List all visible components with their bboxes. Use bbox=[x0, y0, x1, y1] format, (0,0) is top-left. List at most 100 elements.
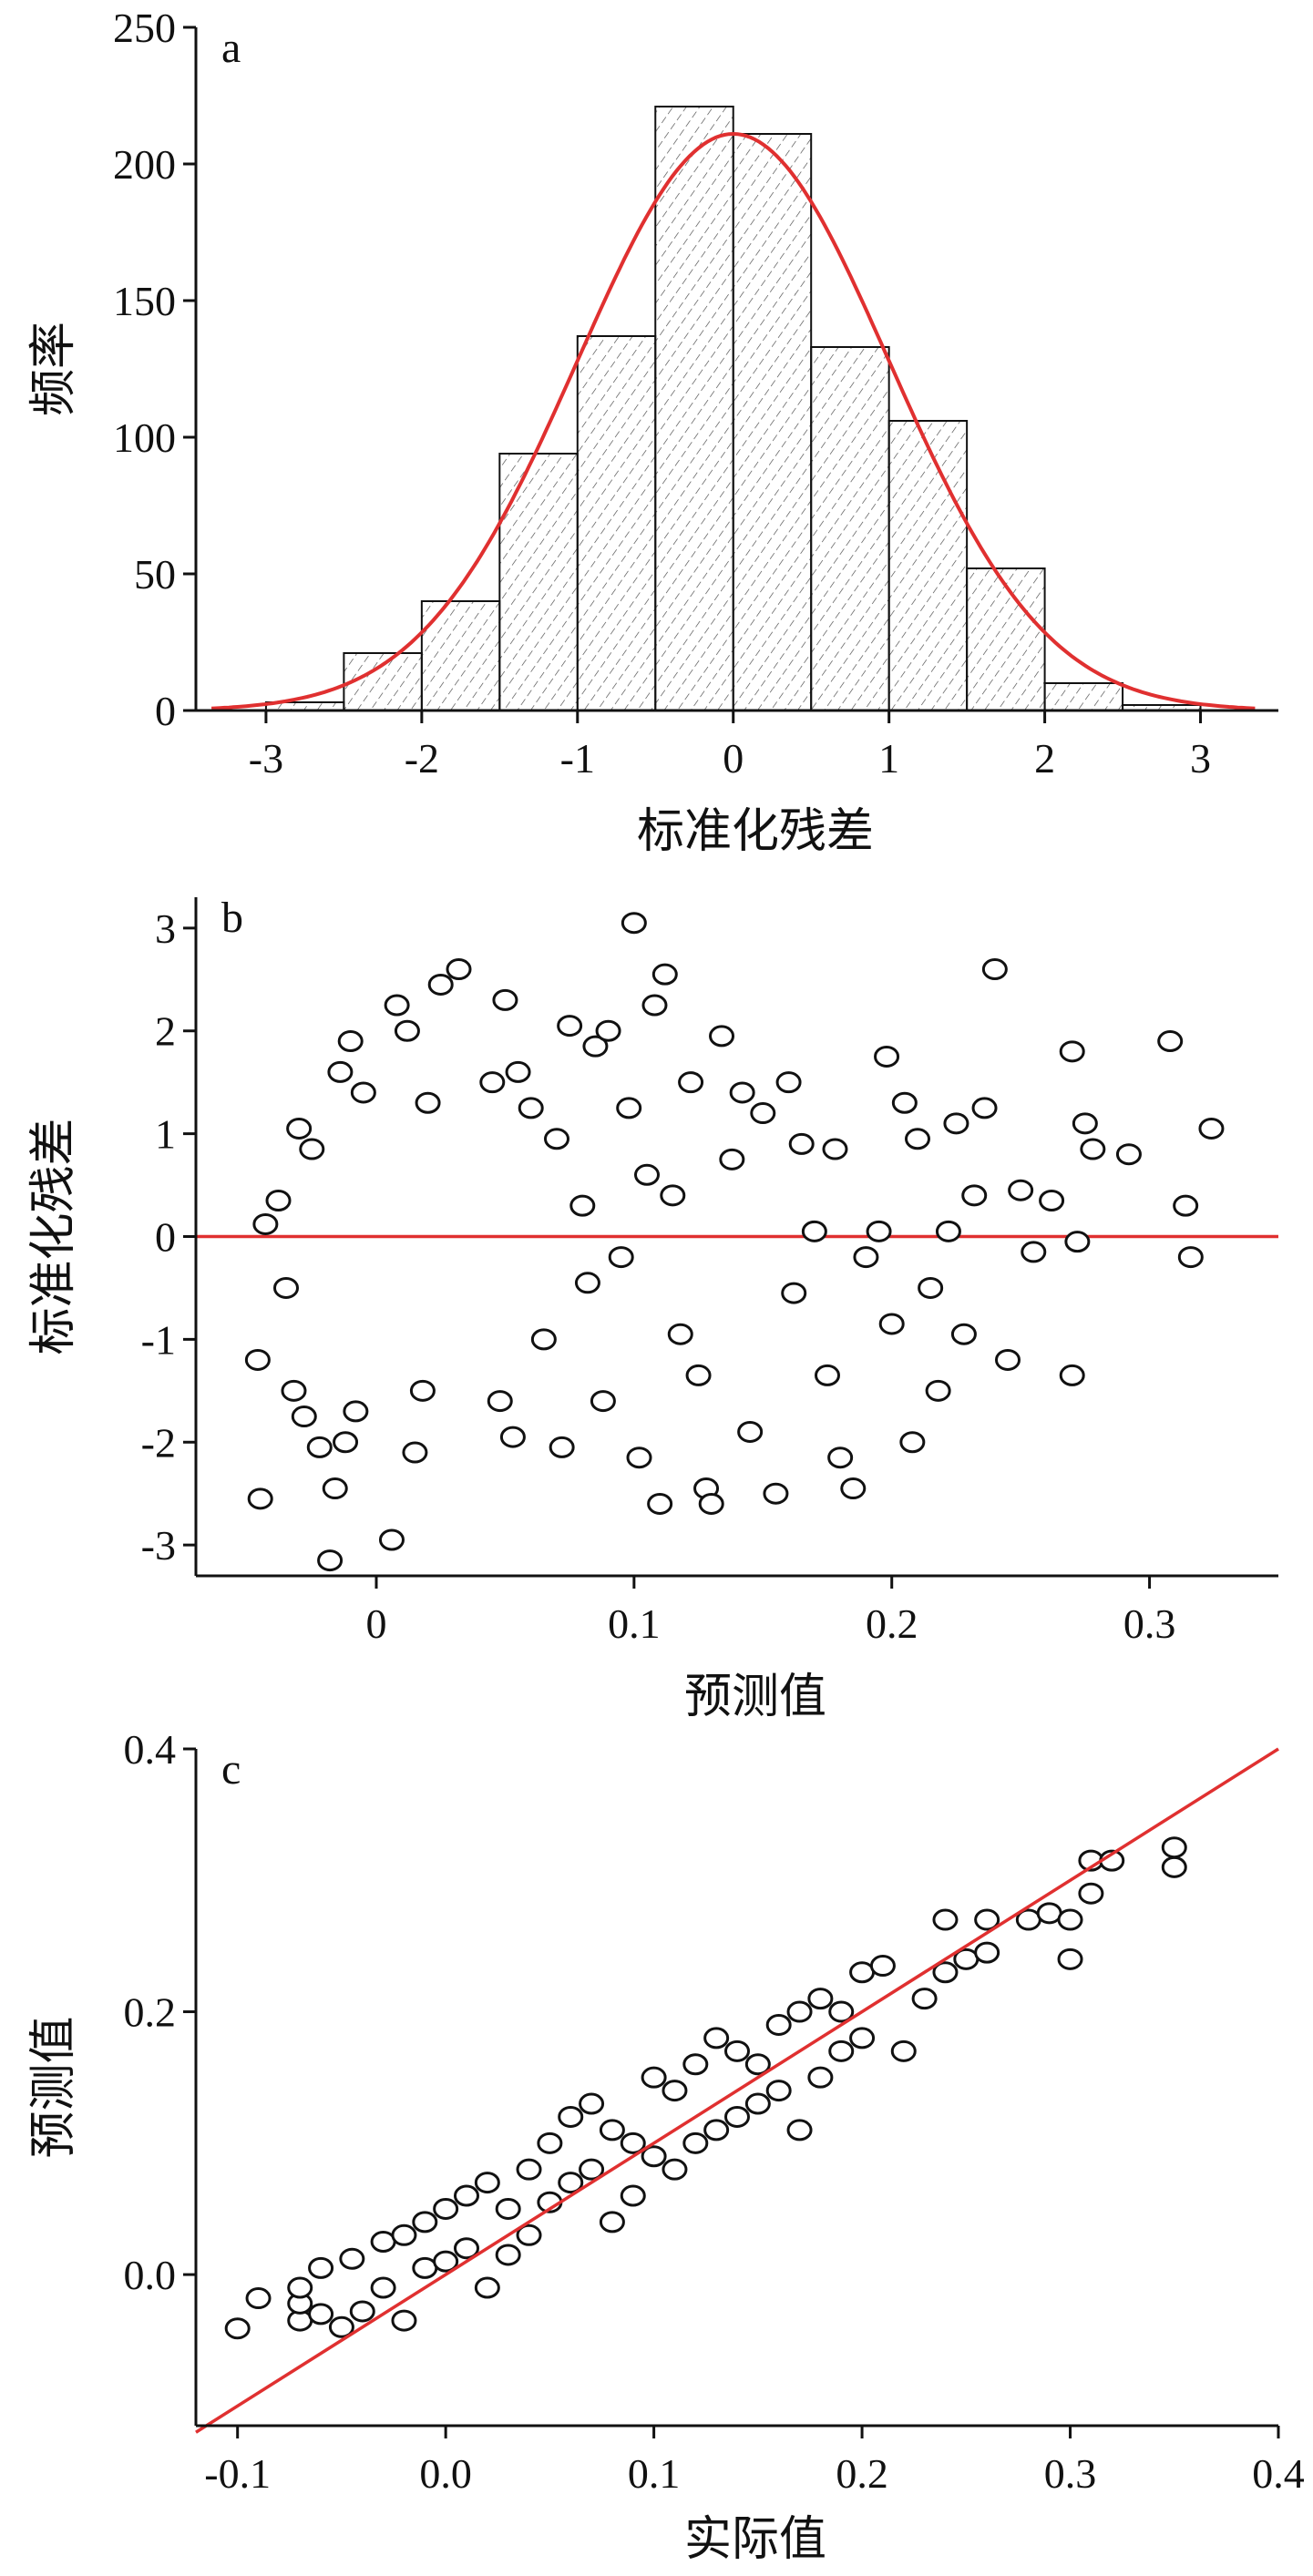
scatter-point bbox=[549, 1436, 575, 1458]
scatter-point bbox=[530, 1328, 557, 1351]
histogram-bar bbox=[1043, 682, 1124, 711]
scatter-point bbox=[454, 2237, 479, 2260]
scatter-point bbox=[878, 1313, 905, 1335]
scatter-point bbox=[621, 912, 647, 935]
scatter-point bbox=[827, 1446, 854, 1469]
scatter-point bbox=[620, 2184, 646, 2207]
scatter-point bbox=[807, 2066, 834, 2089]
scatter-point bbox=[961, 1184, 988, 1207]
scatter-point bbox=[1064, 1231, 1091, 1253]
scatter-point bbox=[370, 2276, 396, 2299]
y-tick-label: 3 bbox=[155, 905, 176, 952]
normal-curve bbox=[211, 131, 1256, 710]
scatter-point bbox=[595, 1019, 621, 1042]
scatter-point bbox=[474, 2276, 500, 2299]
scatter-point bbox=[394, 1019, 420, 1042]
scatter-point bbox=[1036, 1902, 1062, 1925]
scatter-point bbox=[599, 2119, 625, 2142]
scatter-point bbox=[317, 1549, 344, 1572]
histogram-bar bbox=[810, 346, 890, 711]
y-axis-title: 预测值 bbox=[28, 2016, 80, 2158]
scatter-point bbox=[765, 2080, 792, 2102]
y-tick-label: 0.4 bbox=[124, 1726, 177, 1773]
scatter-point bbox=[247, 1487, 273, 1510]
scatter-point bbox=[327, 1060, 354, 1083]
scatter-point bbox=[370, 2231, 396, 2254]
scatter-point bbox=[703, 2119, 730, 2142]
scatter-point bbox=[579, 2158, 605, 2181]
scatter-point bbox=[974, 1908, 1000, 1931]
scatter-point bbox=[537, 2131, 563, 2154]
x-tick-label: 0.3 bbox=[1044, 2450, 1097, 2497]
scatter-point bbox=[402, 1441, 428, 1464]
scatter-point bbox=[849, 2027, 876, 2050]
scatter-point bbox=[1057, 1908, 1083, 1931]
x-tick-label: 0.2 bbox=[866, 1600, 918, 1647]
scatter-point bbox=[849, 1961, 876, 1984]
panel-letter: a bbox=[221, 24, 241, 72]
scatter-point bbox=[1161, 1836, 1187, 1859]
scatter-point bbox=[869, 1955, 896, 1978]
y-tick-label: 200 bbox=[113, 141, 176, 188]
scatter-point bbox=[775, 1071, 802, 1094]
scatter-point bbox=[719, 1148, 745, 1170]
scatter-point bbox=[308, 2303, 334, 2326]
scatter-point bbox=[925, 1379, 951, 1402]
scatter-point bbox=[724, 2105, 750, 2128]
scatter-point bbox=[492, 988, 518, 1011]
x-tick-label: 0.2 bbox=[836, 2450, 888, 2497]
scatter-point bbox=[918, 1276, 944, 1299]
histogram-bar bbox=[732, 133, 813, 711]
scatter-point bbox=[801, 1220, 827, 1242]
y-tick-label: -1 bbox=[141, 1316, 176, 1363]
scatter-point bbox=[662, 2158, 688, 2181]
scatter-point bbox=[667, 1323, 693, 1345]
panel-letter: b bbox=[221, 894, 243, 942]
y-tick-label: 150 bbox=[113, 278, 176, 324]
panel-letter: c bbox=[221, 1745, 241, 1794]
scatter-point bbox=[765, 2013, 792, 2036]
scatter-point bbox=[378, 1528, 405, 1551]
scatter-point bbox=[590, 1390, 616, 1413]
scatter-point bbox=[682, 2131, 709, 2154]
x-tick-label: -0.1 bbox=[204, 2450, 271, 2497]
scatter-point bbox=[1072, 1112, 1098, 1135]
histogram-bar bbox=[966, 567, 1046, 711]
scatter-point bbox=[245, 2287, 272, 2310]
x-axis-title: 实际值 bbox=[684, 2514, 826, 2566]
scatter-point bbox=[328, 2315, 354, 2338]
scatter-point bbox=[641, 2066, 667, 2089]
scatter-point bbox=[786, 2119, 813, 2142]
panel-b-residual-scatter: 0 0.1 0.2 0.3 -3 -2 -1 0 1 2 3 b 预测值 标准化残差 bbox=[28, 894, 1278, 1723]
scatter-point bbox=[322, 1477, 348, 1500]
scatter-point bbox=[518, 1097, 544, 1119]
scatter-point bbox=[308, 2256, 334, 2279]
scatter-point bbox=[558, 2172, 584, 2194]
scatter-point bbox=[744, 2053, 771, 2076]
identity-reference-line bbox=[195, 1747, 1279, 2434]
scatter-point bbox=[1059, 1040, 1085, 1063]
scatter-point bbox=[495, 2244, 521, 2266]
scatter-point bbox=[786, 2000, 813, 2023]
x-tick-label: -3 bbox=[249, 735, 283, 782]
scatter-point bbox=[1078, 1882, 1104, 1905]
scatter-point bbox=[474, 2172, 500, 2194]
scatter-point bbox=[641, 994, 668, 1017]
scatter-point bbox=[299, 1138, 325, 1160]
x-tick-label: 0 bbox=[723, 735, 744, 782]
scatter-point bbox=[905, 1128, 930, 1150]
scatter-point bbox=[1115, 1143, 1142, 1166]
scatter-point bbox=[737, 1420, 764, 1443]
scatter-point bbox=[599, 2211, 625, 2234]
scatter-point bbox=[828, 2000, 855, 2023]
scatter-point bbox=[273, 1276, 299, 1299]
scatter-point bbox=[384, 994, 410, 1017]
scatter-point bbox=[1177, 1246, 1204, 1269]
x-tick-label: 3 bbox=[1190, 735, 1211, 782]
scatter-point bbox=[569, 1194, 596, 1217]
scatter-point bbox=[828, 2039, 855, 2062]
y-axis-title: 频率 bbox=[28, 322, 80, 416]
scatter-point bbox=[709, 1025, 735, 1048]
scatter-point bbox=[479, 1071, 506, 1094]
